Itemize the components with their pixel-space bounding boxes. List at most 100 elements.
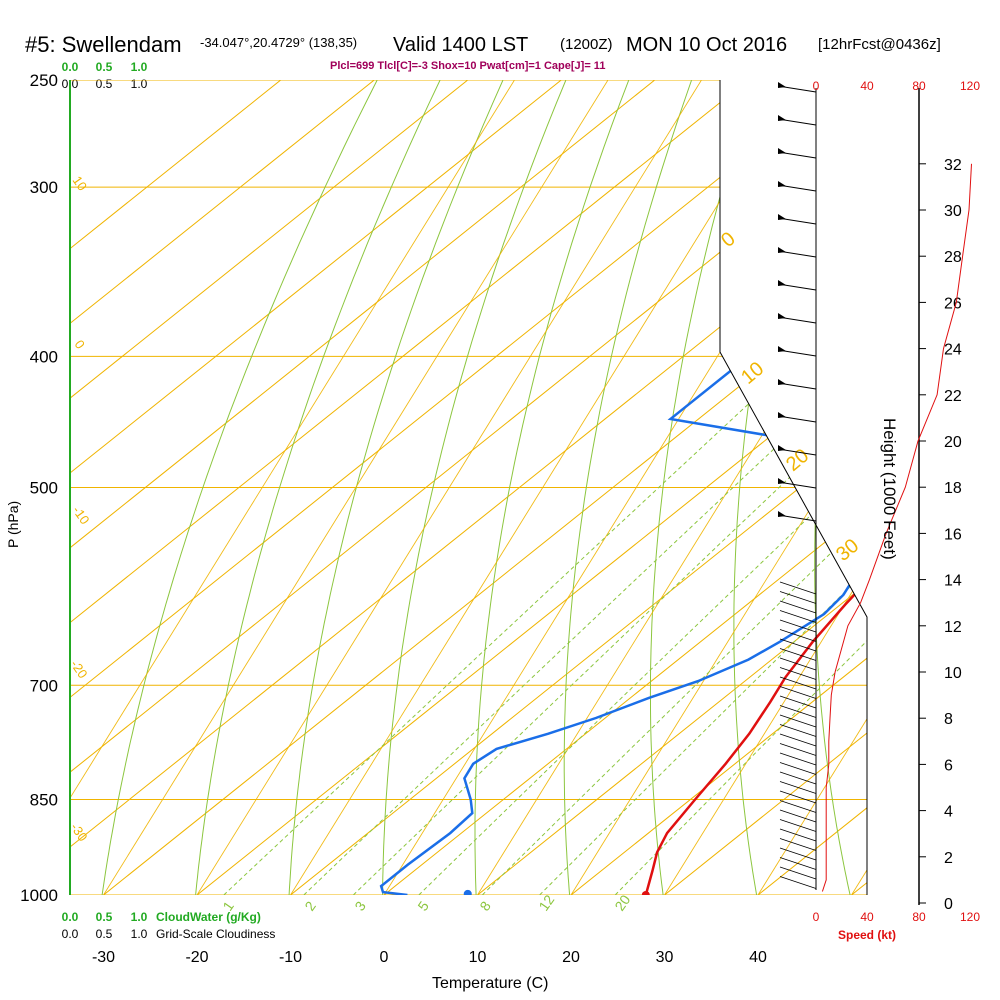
dry-adiabat <box>288 80 504 895</box>
profiles <box>379 113 867 895</box>
mixing-ratio-label: 2 <box>301 898 319 914</box>
wind-barb <box>779 781 817 794</box>
isotherm <box>70 80 469 895</box>
temperature-tick: 10 <box>469 949 487 966</box>
speed-tick: 120 <box>960 79 980 93</box>
surface-dewpoint-marker <box>463 889 472 895</box>
moist-adiabat <box>290 80 796 895</box>
dry-adiabat-label: 10 <box>737 358 768 389</box>
wind-barb-flag <box>778 214 786 220</box>
height-tick: 22 <box>944 388 962 405</box>
temperature-tick: 30 <box>656 949 674 966</box>
pressure-tick: 400 <box>30 347 58 366</box>
wind-barb <box>779 667 817 680</box>
wind-barb-flag <box>778 478 786 484</box>
height-tick: 10 <box>944 665 962 682</box>
station-title: #5: Swellendam <box>25 32 182 57</box>
wind-barb-flag <box>778 115 786 121</box>
y-axis-label: P (hPa) <box>5 501 21 548</box>
cloudwater-tick: 0.0 <box>62 60 79 74</box>
cloudiness-tick: 0.5 <box>96 927 113 941</box>
height-tick: 30 <box>944 203 962 220</box>
speed-tick: 80 <box>912 910 926 924</box>
mixing-ratio-label: 5 <box>414 898 432 914</box>
height-tick: 16 <box>944 526 962 543</box>
dry-adiabat-label: 20 <box>782 445 813 476</box>
dry-adiabat <box>814 80 867 895</box>
wind-barb <box>779 705 817 718</box>
speed-tick: 0 <box>813 79 820 93</box>
isotherm <box>477 80 867 895</box>
wind-barb <box>779 790 817 804</box>
isotherm <box>70 80 282 895</box>
cloudwater-tick: 0.0 <box>62 910 79 924</box>
wind-barb <box>779 686 817 699</box>
wind-barb <box>779 762 817 775</box>
pressure-tick: 250 <box>30 71 58 90</box>
isotherm <box>70 80 656 895</box>
wind-barb <box>779 857 817 870</box>
mixing-ratio-label: 3 <box>351 898 369 914</box>
moist-adiabat <box>757 80 867 895</box>
zulu-time: (1200Z) <box>560 36 613 53</box>
speed-tick: 40 <box>860 79 874 93</box>
height-tick: 2 <box>944 850 953 867</box>
pressure-tick: 850 <box>30 790 58 809</box>
isotherm-label: 0 <box>72 337 88 352</box>
wind-barb-flag <box>778 346 786 352</box>
speed-height-panel: 0040408080120120024681012141618202224262… <box>813 79 981 924</box>
cloudwater-label: CloudWater (g/Kg) <box>156 910 261 924</box>
height-tick: 0 <box>944 896 953 913</box>
dry-adiabat <box>649 80 755 895</box>
temperature-tick: -10 <box>279 949 302 966</box>
moist-adiabat <box>103 80 609 895</box>
cloudiness-tick: 1.0 <box>131 927 148 941</box>
wind-barb <box>779 847 817 861</box>
height-tick: 4 <box>944 804 953 821</box>
wind-barbs <box>777 82 817 890</box>
temperature-tick: 40 <box>749 949 767 966</box>
dry-adiabat <box>474 80 630 895</box>
wind-barb <box>779 876 817 889</box>
wind-barb <box>779 619 817 633</box>
speed-tick: 80 <box>912 79 926 93</box>
speed-tick: 40 <box>860 910 874 924</box>
dewpoint-profile <box>379 113 867 895</box>
station-coords: -34.047°,20.4729° (138,35) <box>200 35 357 50</box>
height-tick: 20 <box>944 434 962 451</box>
temperature-axis: -30 -20 -10 0 10 20 30 40 <box>92 949 767 966</box>
height-tick: 18 <box>944 480 962 497</box>
dry-adiabat <box>563 80 693 895</box>
wind-barb-flag <box>778 445 786 451</box>
wind-barb-flag <box>778 280 786 286</box>
isotherm <box>383 80 867 895</box>
wind-speed-profile <box>821 163 972 892</box>
isotherm <box>70 80 749 895</box>
temperature-tick: -20 <box>185 949 208 966</box>
height-tick: 28 <box>944 249 962 266</box>
x-axis-label: Temperature (C) <box>432 975 548 992</box>
wind-barb-flag <box>778 181 786 187</box>
wind-barb <box>779 752 817 766</box>
height-tick: 24 <box>944 342 962 359</box>
cloudwater-ticks-bottom: 0.0 0.5 1.0 0.0 0.5 1.0 <box>62 910 148 941</box>
isotherm-label: 10 <box>70 173 91 193</box>
temperature-tick: -30 <box>92 949 115 966</box>
wind-barb <box>779 743 817 756</box>
height-tick: 8 <box>944 711 953 728</box>
height-axis-label: Height (1000 Feet) <box>880 418 899 560</box>
speed-tick: 120 <box>960 910 980 924</box>
height-tick: 32 <box>944 157 962 174</box>
isotherm <box>70 80 562 895</box>
wind-barb <box>779 724 817 737</box>
speed-axis-label: Speed (kt) <box>838 928 896 942</box>
cloudwater-tick: 1.0 <box>131 60 148 74</box>
wind-barb-flag <box>778 82 786 88</box>
isotherm <box>70 80 843 895</box>
isotherm-label: -30 <box>68 820 91 844</box>
cloudwater-tick: 0.5 <box>96 60 113 74</box>
dry-adiabat-label: 30 <box>832 535 863 566</box>
wind-barb <box>779 800 817 813</box>
wind-barb-flag <box>778 313 786 319</box>
